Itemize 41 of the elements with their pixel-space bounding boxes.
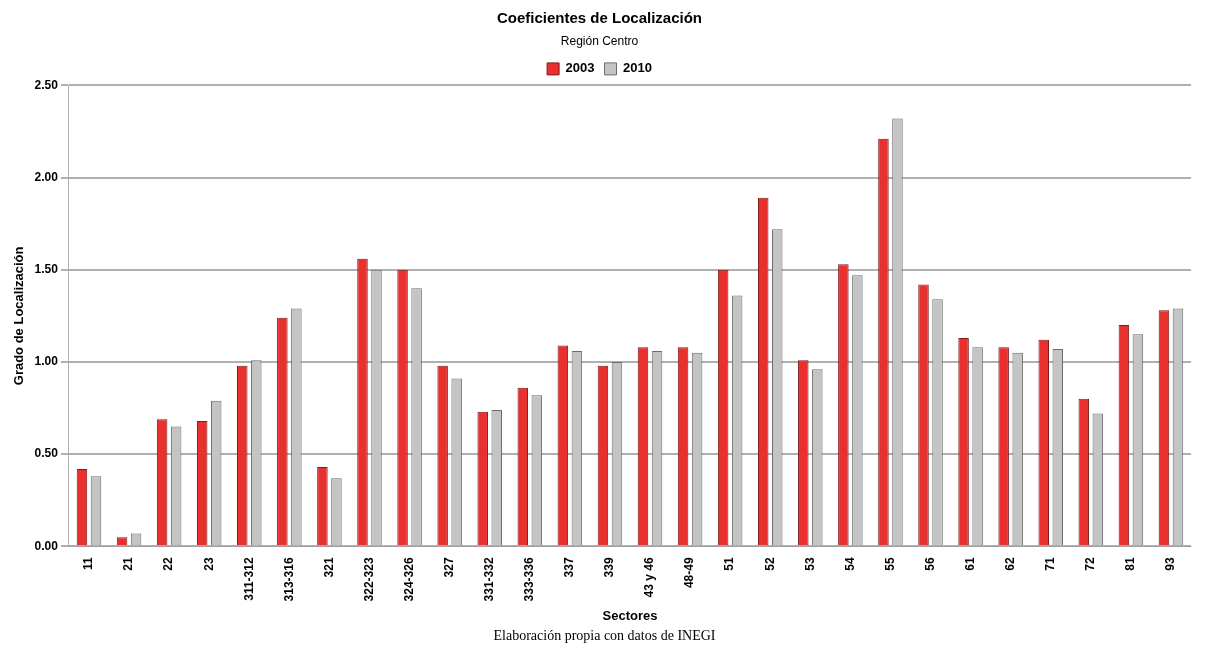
x-tick-label: 321 <box>321 557 336 578</box>
x-tick-label: 61 <box>962 557 977 571</box>
x-tick-label: 56 <box>922 557 937 571</box>
x-axis-title: Sectores <box>602 607 658 623</box>
x-tick-label: 53 <box>802 557 817 571</box>
legend-label: 2010 <box>623 60 652 76</box>
x-tick-label: 327 <box>441 557 456 578</box>
y-tick-label: 2.00 <box>34 169 59 184</box>
x-tick-label: 311-312 <box>241 557 256 601</box>
x-tick-label: 313-316 <box>281 557 296 602</box>
x-tick-label: 331-332 <box>482 557 497 602</box>
y-tick-label: 1.50 <box>34 262 59 277</box>
legend-label: 2003 <box>565 60 595 76</box>
x-tick-label: 71 <box>1043 557 1058 571</box>
y-tick-label: 0.00 <box>34 538 59 553</box>
y-tick-label: 0.50 <box>34 446 59 461</box>
y-tick-label: 2.50 <box>34 77 59 92</box>
y-axis-title: Grado de Localización <box>11 246 27 386</box>
x-tick-label: 21 <box>121 557 136 571</box>
x-tick-label: 22 <box>161 557 176 571</box>
y-tick-label: 1.00 <box>34 354 59 369</box>
x-tick-label: 55 <box>882 557 897 571</box>
x-tick-label: 43 y 46 <box>642 557 657 598</box>
x-tick-label: 93 <box>1163 557 1178 571</box>
x-tick-label: 54 <box>842 557 857 571</box>
x-tick-label: 72 <box>1083 557 1098 571</box>
x-tick-label: 81 <box>1123 557 1138 571</box>
x-tick-label: 322-323 <box>361 557 376 602</box>
x-tick-label: 324-326 <box>401 557 416 602</box>
x-tick-label: 51 <box>722 557 737 571</box>
x-tick-label: 337 <box>562 557 577 578</box>
x-tick-label: 11 <box>81 557 96 571</box>
x-tick-label: 333-336 <box>522 557 537 602</box>
chart-subtitle: Región Centro <box>560 33 639 48</box>
x-tick-label: 52 <box>762 557 777 571</box>
x-tick-label: 48-49 <box>682 557 697 589</box>
x-tick-label: 23 <box>201 557 216 571</box>
chart-title: Coeficientes de Localización <box>496 9 703 27</box>
text: Elaboración propia con datos de INEGI <box>492 628 717 644</box>
x-tick-label: 62 <box>1002 557 1017 571</box>
x-tick-label: 339 <box>602 557 617 578</box>
